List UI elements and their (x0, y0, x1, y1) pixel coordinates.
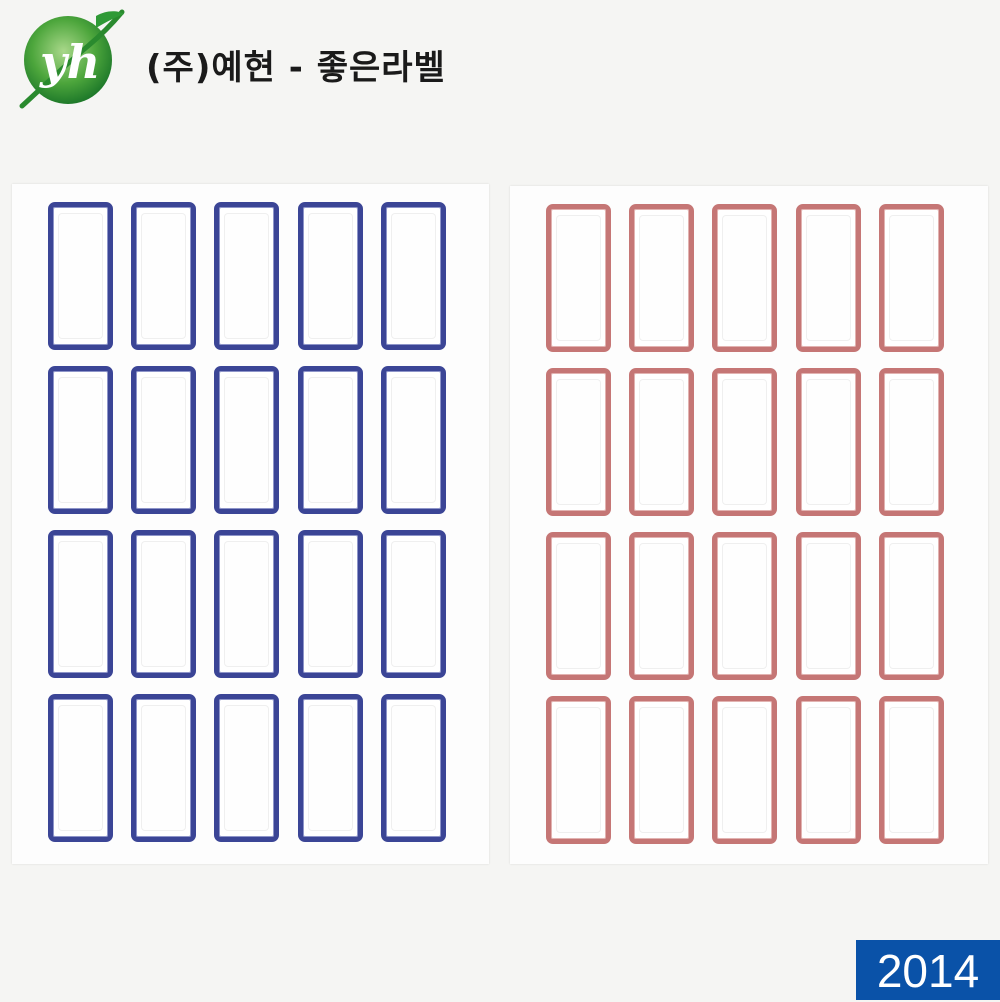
label-sticker (795, 368, 861, 516)
label-sticker (131, 530, 197, 678)
label-sticker (546, 368, 611, 516)
label-sticker (629, 696, 695, 844)
label-sticker (297, 530, 363, 678)
label-sticker (297, 202, 363, 350)
yh-leaf-logo-icon: yh (19, 9, 125, 109)
svg-text:yh: yh (39, 35, 100, 89)
label-sticker (795, 696, 861, 844)
label-sticker (878, 696, 944, 844)
label-sticker (48, 202, 113, 350)
label-sticker (629, 532, 695, 680)
label-sticker (629, 368, 695, 516)
label-sticker (712, 204, 778, 352)
label-sticker (380, 366, 446, 514)
label-sticker (878, 532, 944, 680)
label-sticker (297, 694, 363, 842)
label-sticker (48, 694, 113, 842)
label-sticker (878, 204, 944, 352)
label-sticker (546, 532, 611, 680)
label-sticker (795, 204, 861, 352)
label-sticker (546, 696, 611, 844)
label-sticker (878, 368, 944, 516)
label-sticker (629, 204, 695, 352)
label-sticker (297, 366, 363, 514)
red-label-sheet (510, 186, 988, 864)
label-sticker (48, 530, 113, 678)
brand-title: (주)예현 - 좋은라벨 (146, 48, 446, 88)
header: yh (주)예현 - 좋은라벨 (14, 6, 614, 116)
label-sticker (546, 204, 611, 352)
label-sticker (131, 202, 197, 350)
label-sticker (214, 366, 280, 514)
label-sticker (380, 530, 446, 678)
label-sticker (214, 694, 280, 842)
label-sticker (380, 202, 446, 350)
label-sticker (214, 202, 280, 350)
label-sticker (380, 694, 446, 842)
label-sticker (131, 366, 197, 514)
label-sticker (712, 368, 778, 516)
label-sticker (214, 530, 280, 678)
label-sticker (48, 366, 113, 514)
blue-label-sheet (12, 184, 489, 864)
label-sticker (131, 694, 197, 842)
label-sticker (795, 532, 861, 680)
year-badge: 2014 (856, 940, 1000, 1000)
label-sticker (712, 696, 778, 844)
label-sticker (712, 532, 778, 680)
